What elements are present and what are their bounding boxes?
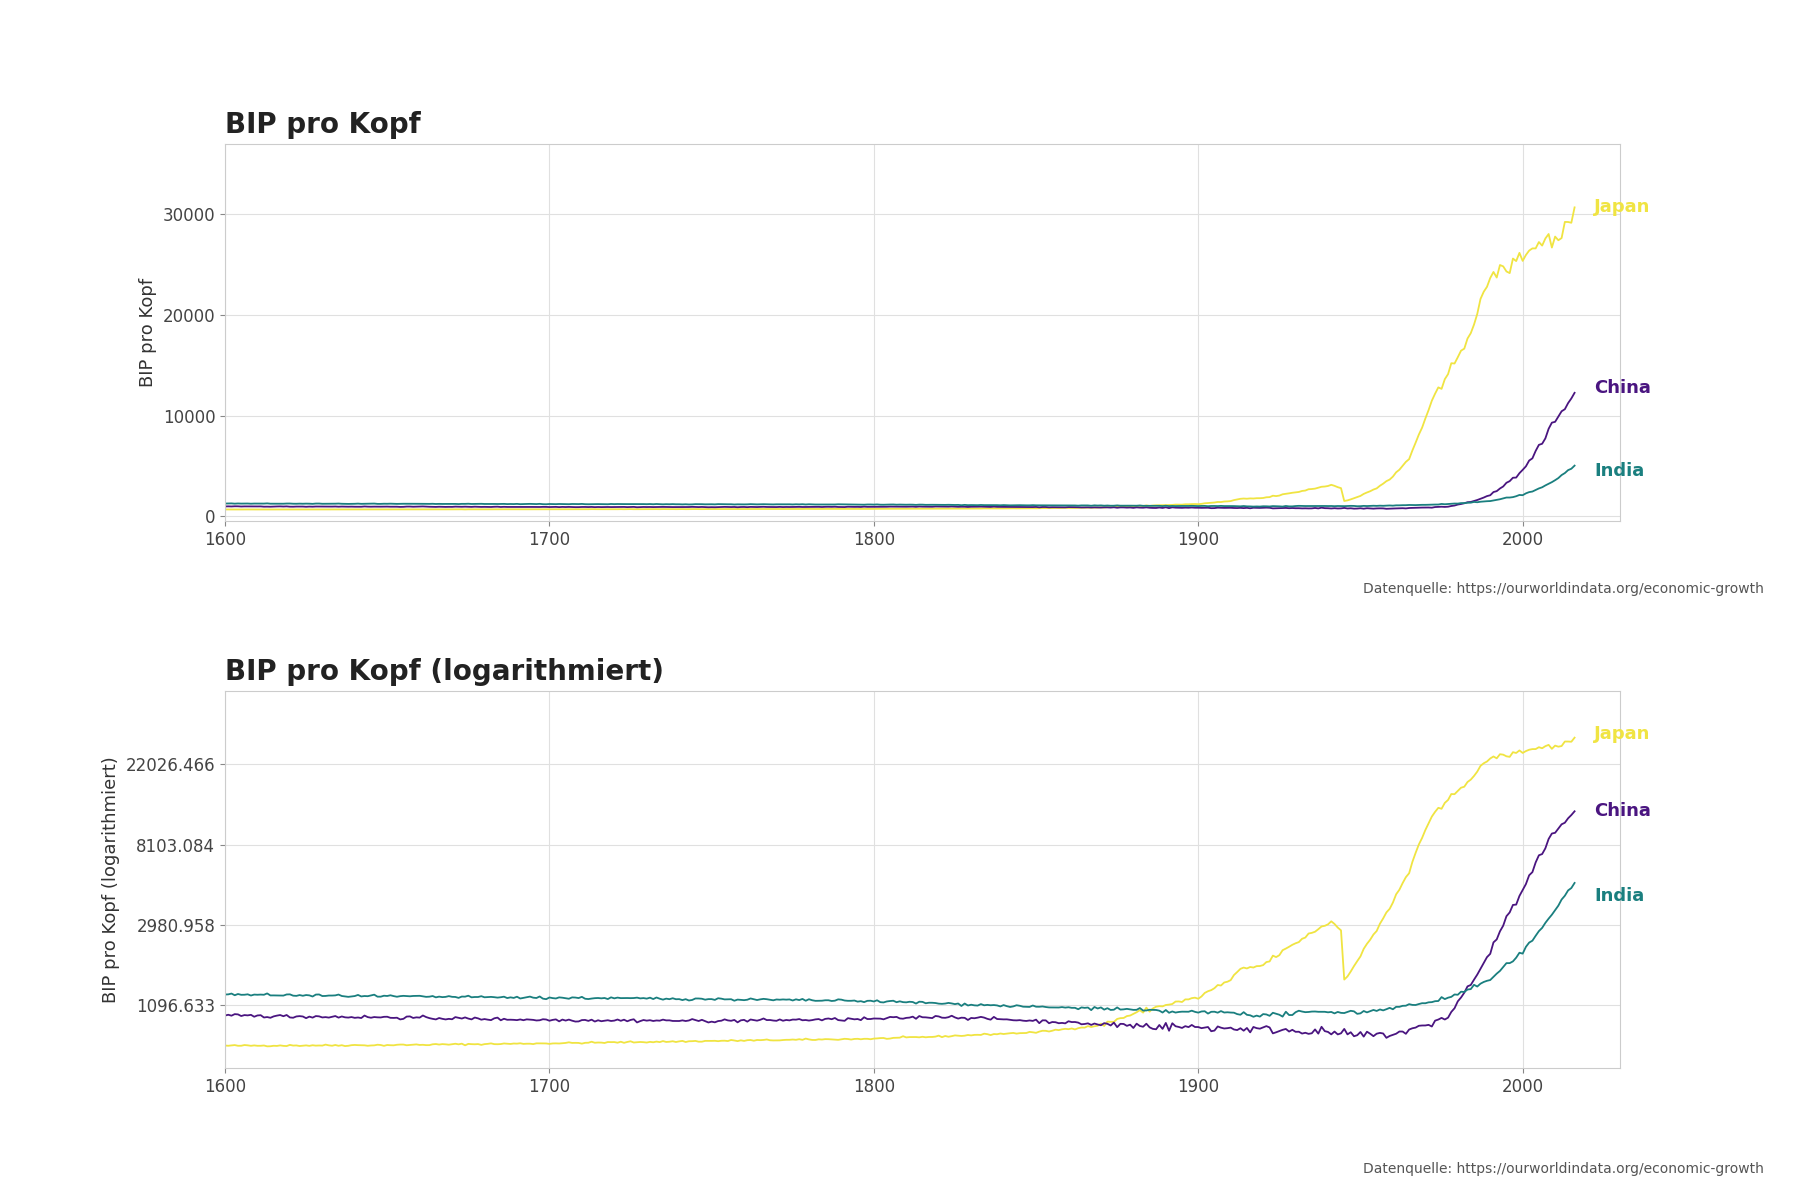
Text: Japan: Japan — [1595, 198, 1651, 216]
Text: China: China — [1595, 379, 1651, 397]
Text: BIP pro Kopf: BIP pro Kopf — [225, 110, 421, 139]
Text: India: India — [1595, 887, 1643, 905]
Text: Japan: Japan — [1595, 725, 1651, 743]
Text: Datenquelle: https://ourworldindata.org/economic-growth: Datenquelle: https://ourworldindata.org/… — [1363, 1162, 1764, 1176]
Y-axis label: BIP pro Kopf: BIP pro Kopf — [139, 278, 157, 388]
Text: India: India — [1595, 462, 1643, 480]
Text: China: China — [1595, 803, 1651, 821]
Text: BIP pro Kopf (logarithmiert): BIP pro Kopf (logarithmiert) — [225, 658, 664, 685]
Text: Datenquelle: https://ourworldindata.org/economic-growth: Datenquelle: https://ourworldindata.org/… — [1363, 582, 1764, 596]
Y-axis label: BIP pro Kopf (logarithmiert): BIP pro Kopf (logarithmiert) — [103, 756, 121, 1003]
